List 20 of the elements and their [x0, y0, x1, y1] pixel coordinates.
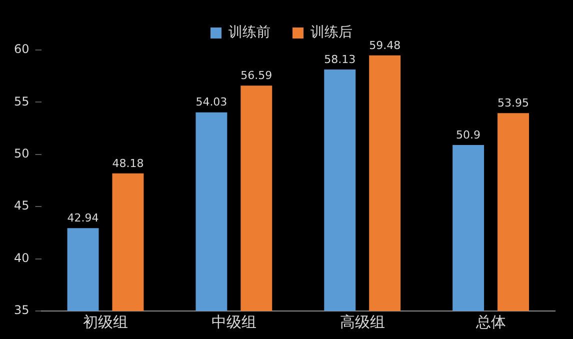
y-tick-label: 50 — [14, 146, 30, 161]
data-label: 48.18 — [112, 156, 144, 170]
x-tick-label: 高级组 — [340, 312, 385, 331]
data-label: 59.48 — [369, 38, 401, 52]
data-label: 50.9 — [456, 128, 481, 142]
data-label: 58.13 — [324, 52, 356, 66]
x-tick-label: 初级组 — [82, 312, 128, 331]
data-label: 42.94 — [67, 211, 99, 224]
legend-label: 训练后 — [310, 24, 352, 41]
y-tick-label: 40 — [14, 250, 30, 265]
x-tick-label: 总体 — [474, 312, 506, 331]
data-label: 56.59 — [240, 68, 272, 82]
y-tick-label: 45 — [14, 198, 30, 213]
y-tick-label: 35 — [14, 303, 30, 318]
legend-label: 训练前 — [228, 24, 270, 41]
data-label: 53.95 — [498, 96, 530, 110]
y-tick-label: 55 — [14, 94, 30, 108]
y-tick-label: 60 — [14, 42, 30, 56]
data-label: 54.03 — [196, 96, 228, 109]
x-tick-label: 中级组 — [211, 312, 256, 331]
